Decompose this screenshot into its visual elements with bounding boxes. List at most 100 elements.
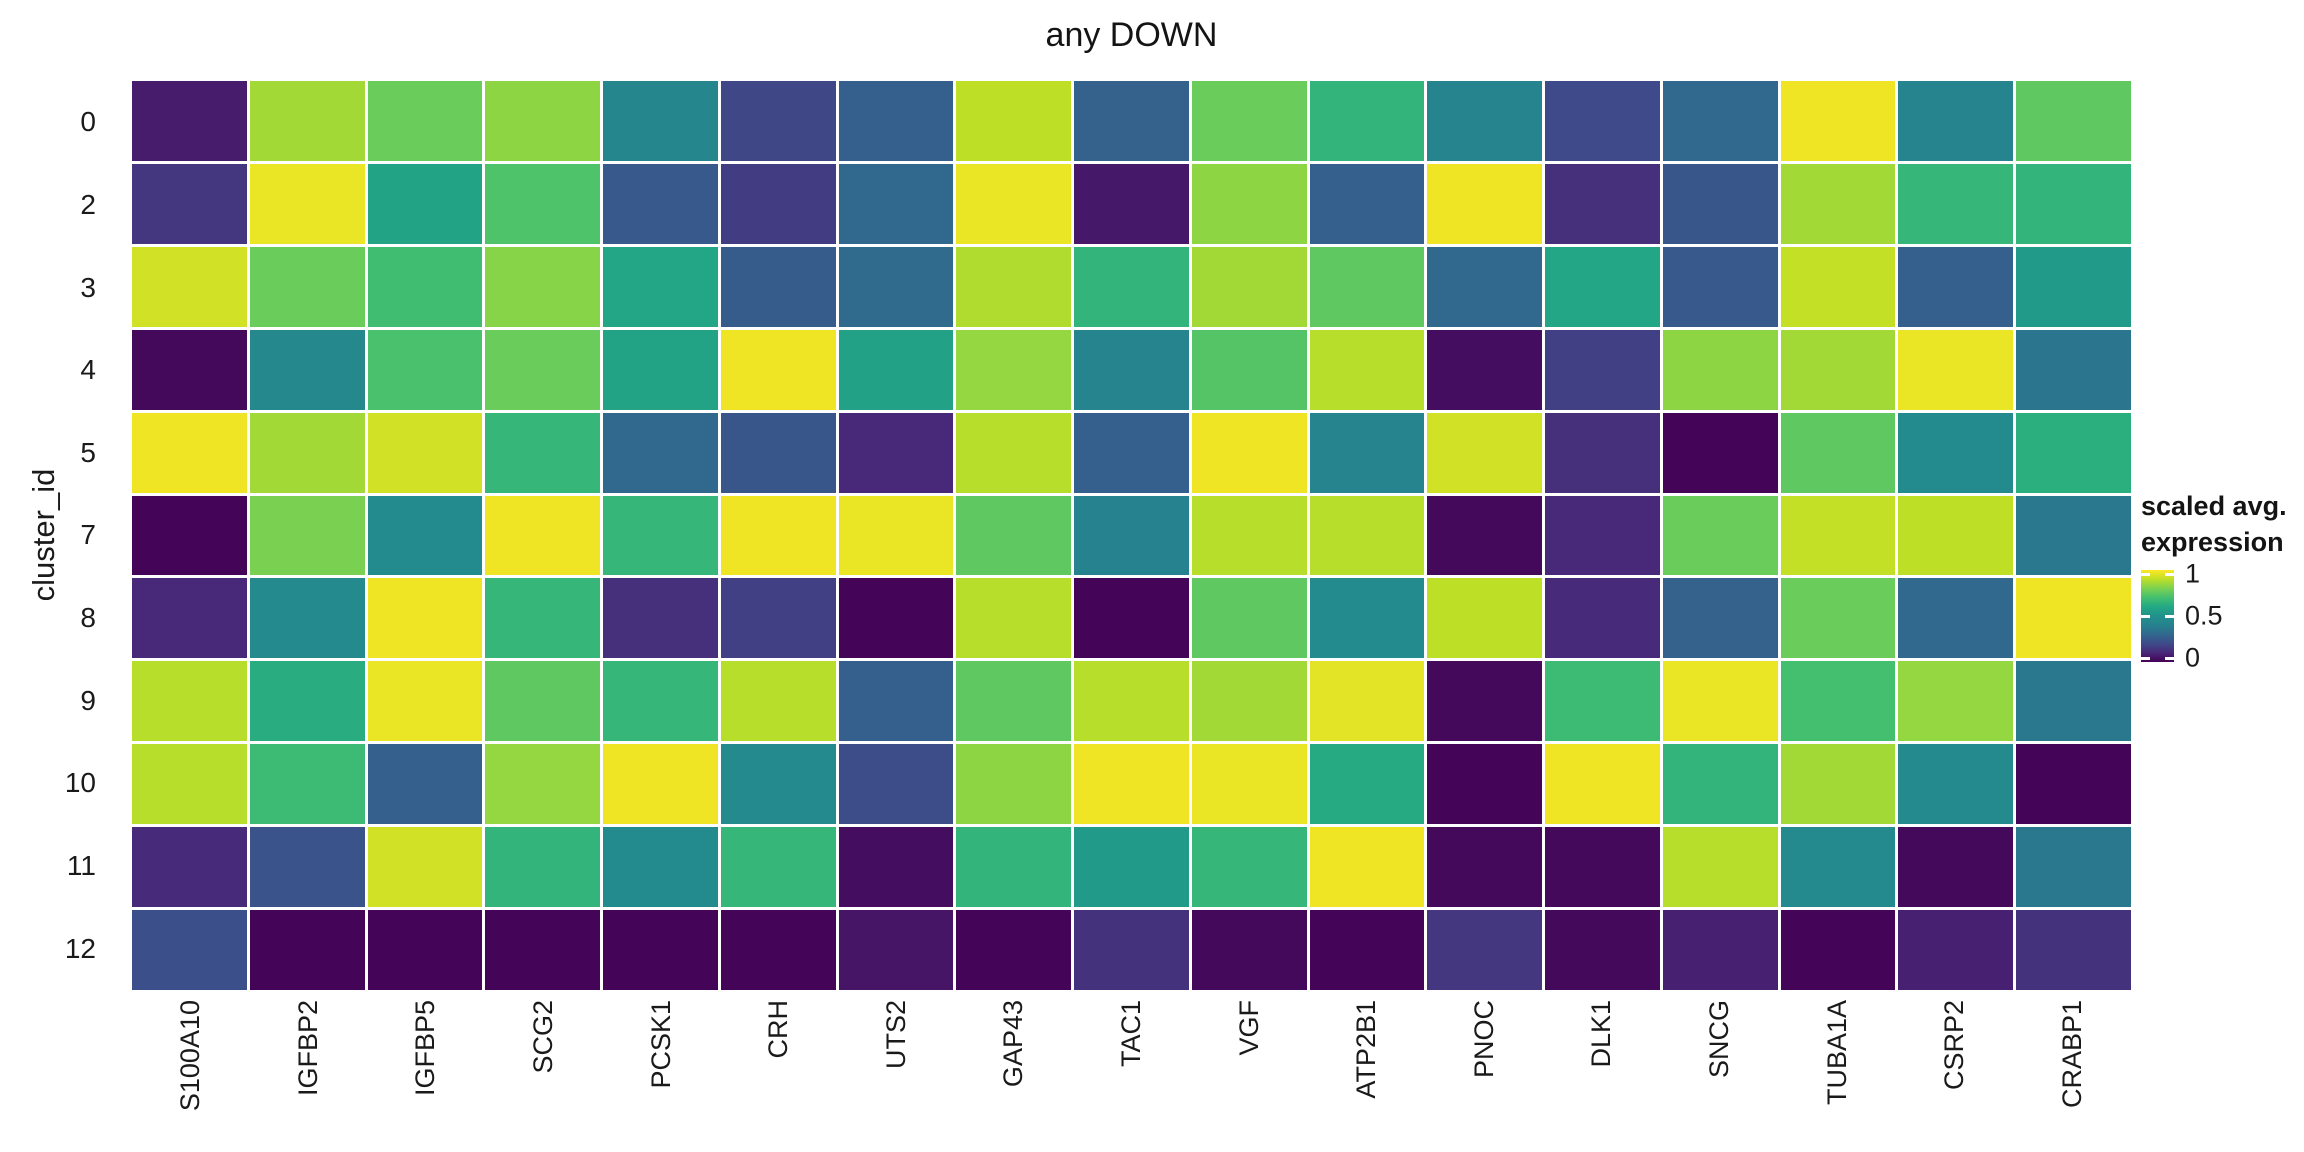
heatmap-cell	[1309, 495, 1425, 576]
heatmap-cell	[720, 661, 836, 742]
legend-colorbar-wrap: 1 0.5 0	[2141, 559, 2261, 673]
heatmap-cell	[2016, 81, 2131, 161]
heatmap-cell	[1662, 81, 1778, 161]
heatmap-cell	[1074, 329, 1189, 410]
heatmap-cell	[1074, 163, 1189, 244]
heatmap-cell	[367, 744, 483, 825]
heatmap-cell	[1427, 661, 1543, 742]
x-tick-label: CRH	[763, 1000, 794, 1059]
heatmap-cell	[1074, 827, 1189, 908]
heatmap-cell	[367, 495, 483, 576]
heatmap-cell	[1780, 81, 1896, 161]
x-tick-label: SNCG	[1703, 1000, 1734, 1079]
heatmap-cell	[1780, 495, 1896, 576]
heatmap-cell	[1191, 495, 1307, 576]
heatmap-cell	[838, 329, 954, 410]
heatmap-cell	[1780, 578, 1896, 659]
heatmap-cell	[367, 661, 483, 742]
heatmap-cell	[249, 163, 365, 244]
legend-tick-mark	[2141, 656, 2150, 660]
heatmap-cell	[485, 81, 601, 161]
heatmap-cell	[1191, 910, 1307, 990]
heatmap-cell	[1427, 578, 1543, 659]
legend-tick-label: 0	[2185, 642, 2201, 673]
heatmap-cell	[2016, 495, 2131, 576]
heatmap-cell	[1545, 827, 1660, 908]
heatmap-cell	[1309, 412, 1425, 493]
heatmap-cell	[1898, 163, 2014, 244]
heatmap-cell	[249, 578, 365, 659]
y-tick-label: 12	[64, 932, 96, 964]
heatmap-cell	[838, 578, 954, 659]
heatmap-cell	[2016, 661, 2131, 742]
heatmap-cell	[1662, 661, 1778, 742]
heatmap-cell	[1898, 578, 2014, 659]
heatmap-cell	[2016, 744, 2131, 825]
heatmap-cell	[1309, 81, 1425, 161]
y-tick-label: 3	[80, 271, 96, 303]
heatmap-grid	[132, 81, 2131, 990]
heatmap-cell	[1545, 81, 1660, 161]
heatmap-cell	[1427, 495, 1543, 576]
heatmap-cell	[367, 827, 483, 908]
heatmap-cell	[720, 910, 836, 990]
heatmap-cell	[1898, 246, 2014, 327]
x-tick-label: S100A10	[175, 1000, 206, 1112]
heatmap-cell	[1427, 910, 1543, 990]
heatmap-cell	[367, 329, 483, 410]
heatmap-cell	[1780, 910, 1896, 990]
x-tick-label: GAP43	[998, 1000, 1029, 1088]
heatmap-cell	[1427, 329, 1543, 410]
heatmap-cell	[2016, 246, 2131, 327]
heatmap-cell	[720, 163, 836, 244]
heatmap-cell	[720, 81, 836, 161]
heatmap-cell	[1780, 744, 1896, 825]
heatmap-cell	[132, 246, 247, 327]
heatmap-cell	[956, 81, 1072, 161]
heatmap-cell	[603, 744, 718, 825]
legend: scaled avg. expression 1 0.5 0	[2141, 488, 2301, 673]
heatmap-cell	[249, 661, 365, 742]
heatmap-cell	[1427, 81, 1543, 161]
heatmap-cell	[1898, 81, 2014, 161]
y-tick-label: 5	[80, 436, 96, 468]
y-tick-label: 10	[64, 767, 96, 799]
heatmap-cell	[1309, 246, 1425, 327]
heatmap-cell	[1427, 412, 1543, 493]
heatmap-cell	[956, 661, 1072, 742]
legend-tick-mark	[2165, 572, 2174, 576]
heatmap-cell	[956, 412, 1072, 493]
x-tick-label: PNOC	[1468, 1000, 1499, 1079]
x-tick-label: TUBA1A	[1821, 1000, 1852, 1106]
heatmap-cell	[838, 246, 954, 327]
heatmap-cell	[838, 495, 954, 576]
heatmap-cell	[367, 163, 483, 244]
heatmap-cell	[1545, 412, 1660, 493]
heatmap-cell	[1191, 661, 1307, 742]
heatmap-cell	[132, 661, 247, 742]
heatmap-cell	[1427, 163, 1543, 244]
x-tick-label: UTS2	[880, 1000, 911, 1070]
heatmap-cell	[1191, 329, 1307, 410]
heatmap-cell	[956, 163, 1072, 244]
heatmap-cell	[1191, 163, 1307, 244]
heatmap-cell	[132, 910, 247, 990]
heatmap-cell	[956, 827, 1072, 908]
heatmap-cell	[1898, 495, 2014, 576]
heatmap-cell	[249, 910, 365, 990]
legend-tick-label: 1	[2185, 558, 2201, 589]
x-tick-label: VGF	[1233, 1000, 1264, 1056]
heatmap-cell	[1662, 246, 1778, 327]
heatmap-cell	[1309, 329, 1425, 410]
heatmap-cell	[1780, 246, 1896, 327]
heatmap-cell	[603, 246, 718, 327]
heatmap-cell	[956, 578, 1072, 659]
heatmap-cell	[720, 827, 836, 908]
heatmap-cell	[1780, 163, 1896, 244]
heatmap-cell	[1662, 163, 1778, 244]
heatmap-cell	[249, 827, 365, 908]
heatmap-cell	[1780, 329, 1896, 410]
y-tick-label: 8	[80, 602, 96, 634]
heatmap-cell	[132, 744, 247, 825]
heatmap-cell	[720, 329, 836, 410]
